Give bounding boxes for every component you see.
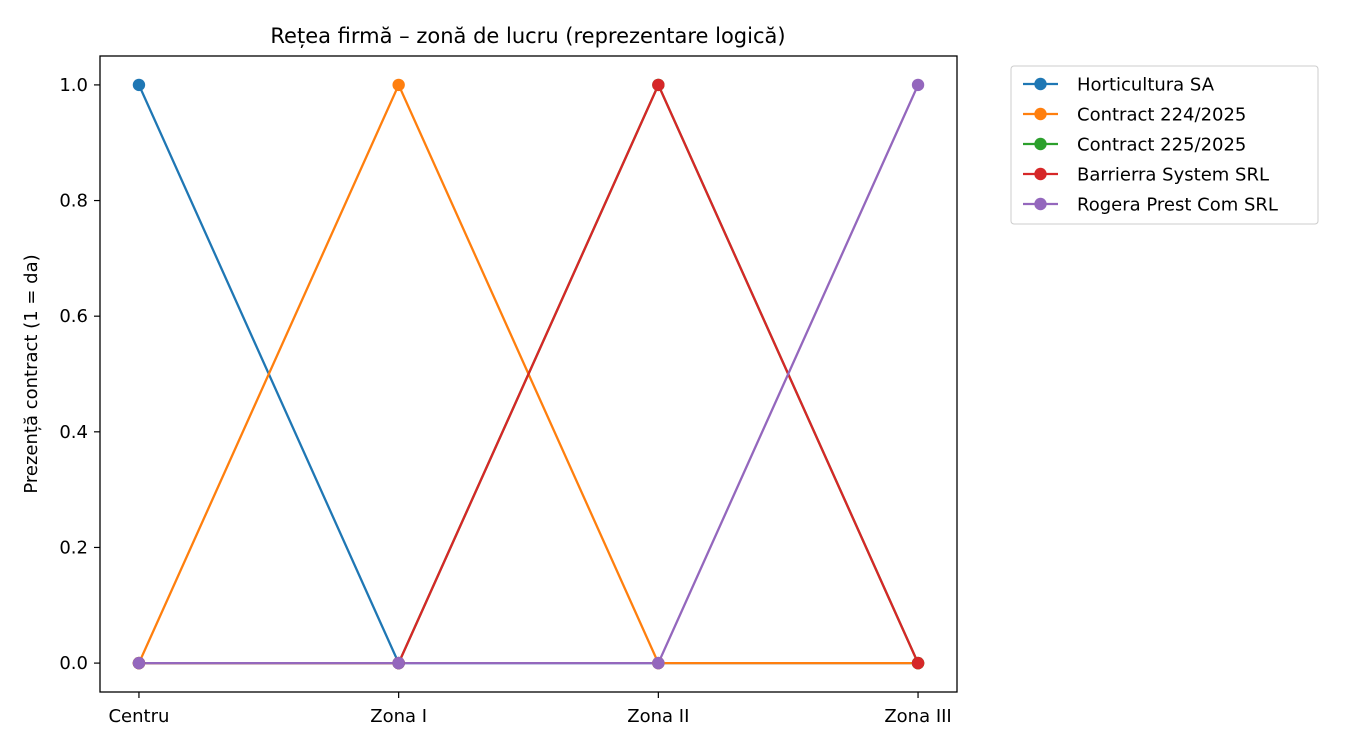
y-tick-label-1: 0.2: [59, 537, 88, 558]
series-line-4: [138, 84, 920, 665]
axes: Centru Zona I Zona II Zona III 0.0 0.2 0.4 0.6 0…: [59, 75, 951, 727]
plot-frame: [99, 55, 958, 693]
legend-marker-0: [1034, 77, 1047, 91]
legend-label-0: Horticultura SA: [1077, 75, 1215, 96]
point-s0-0: [132, 78, 146, 92]
point-s3-2: [652, 78, 665, 92]
y-tick-label-5: 1.0: [59, 75, 88, 96]
legend-marker-2: [1034, 137, 1047, 151]
legend-marker-4: [1034, 197, 1047, 211]
legend-label-3: Barrierra System SRL: [1077, 165, 1269, 186]
point-s3-3: [911, 656, 925, 670]
legend-marker-1: [1034, 107, 1047, 121]
legend-label-1: Contract 224/2025: [1077, 105, 1246, 126]
series-lines: [137, 83, 920, 665]
chart-title: Rețea firmă – zonă de lucru (reprezentar…: [270, 24, 785, 48]
x-tick-label-3: Zona III: [884, 706, 951, 727]
legend-frame: [1010, 65, 1319, 225]
y-axis-label: Prezență contract (1 = da): [21, 254, 42, 493]
x-tick-label-2: Zona II: [627, 706, 689, 727]
legend: Horticultura SA Contract 224/2025 Contract…: [1010, 65, 1319, 225]
point-s4-0: [132, 656, 146, 670]
legend-label-2: Contract 225/2025: [1077, 135, 1246, 156]
y-tick-label-3: 0.6: [59, 306, 88, 327]
series-line-3: [138, 83, 920, 665]
y-tick-label-0: 0.0: [59, 653, 88, 674]
point-s1-1: [392, 78, 405, 92]
point-s4-3: [911, 78, 925, 92]
y-tick-label-2: 0.4: [59, 422, 88, 443]
y-tick-label-4: 0.8: [59, 191, 88, 212]
x-tick-label-1: Zona I: [370, 706, 427, 727]
legend-label-4: Rogera Prest Com SRL: [1077, 195, 1278, 216]
point-s4-2: [652, 656, 665, 670]
legend-marker-3: [1034, 167, 1047, 181]
x-tick-label-0: Centru: [108, 706, 169, 727]
series-markers: [132, 78, 925, 670]
point-s4-1: [392, 656, 405, 670]
